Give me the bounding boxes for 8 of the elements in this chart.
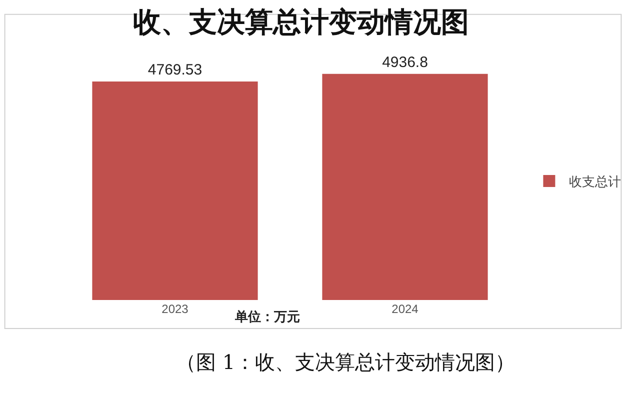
data-label: 4769.53 [148,62,202,79]
x-tick-label: 2024 [392,302,419,316]
x-tick-label: 2023 [162,302,189,316]
text: （图 1：收、支决算总计变动情况图） [176,350,516,374]
legend-label: 收支总计 [569,175,622,190]
x-axis-title: 单位：万元 [234,309,300,325]
data-label: 4936.8 [382,54,428,71]
chart-title: 收、支决算总计变动情况图 [132,6,469,39]
